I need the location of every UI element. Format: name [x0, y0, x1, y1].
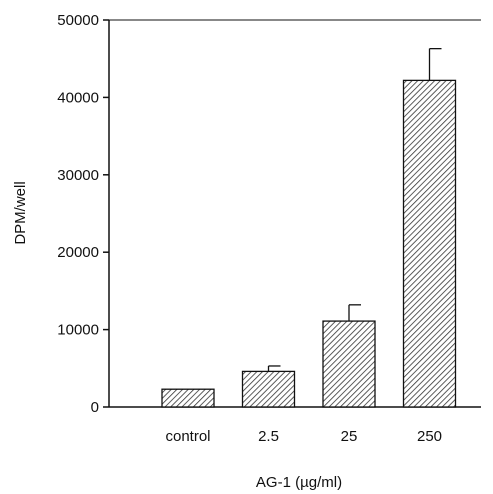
- y-tick-label: 30000: [57, 167, 99, 184]
- x-tick-label: control: [165, 428, 210, 445]
- y-axis-ticks: 0 10000 20000 30000 40000 50000: [57, 12, 109, 416]
- bar-2-5: [241, 370, 296, 408]
- y-axis-title: DPM/well: [12, 181, 29, 244]
- x-axis-title: AG-1 (µg/ml): [256, 474, 342, 491]
- error-bars: [267, 47, 442, 372]
- bar-control: [161, 388, 215, 408]
- y-tick-label: 10000: [57, 322, 99, 339]
- bar-250: [402, 79, 457, 408]
- y-tick-label: 0: [91, 399, 99, 416]
- y-tick-label: 20000: [57, 244, 99, 261]
- x-tick-label: 2.5: [258, 428, 279, 445]
- y-tick-label: 40000: [57, 89, 99, 106]
- bar-25: [322, 320, 376, 408]
- x-tick-label: 250: [417, 428, 442, 445]
- x-tick-label: 25: [341, 428, 358, 445]
- y-tick-label: 50000: [57, 12, 99, 29]
- x-axis-tick-labels: control 2.5 25 250: [165, 428, 442, 445]
- bars: [161, 79, 457, 408]
